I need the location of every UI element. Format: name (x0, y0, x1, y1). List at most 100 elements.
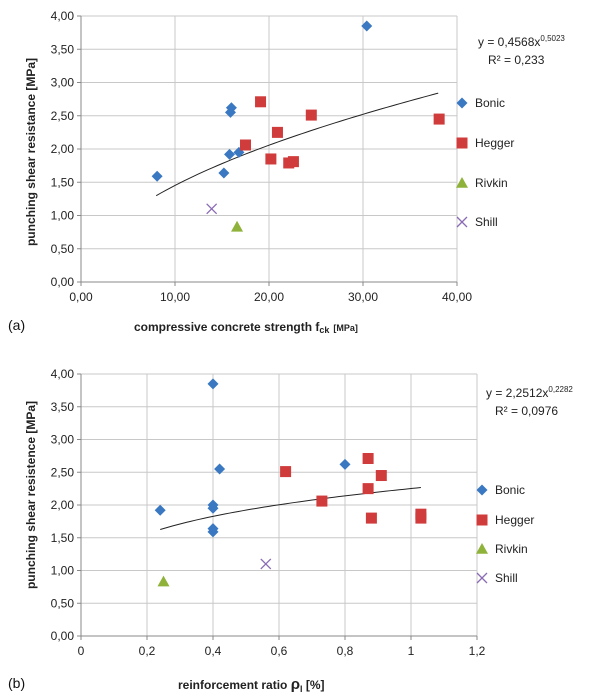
chart-a-y-tick-label: 3,00 (51, 76, 75, 90)
chart-a-legend-bonic-label: Bonic (475, 96, 505, 110)
chart-b-x-tick-label: 0,2 (139, 644, 156, 658)
chart-b-y-tick-label: 1,00 (51, 564, 75, 578)
chart-b-equation-exponent: 0,2282 (548, 385, 573, 394)
chart-a-x-tick-label: 40,00 (442, 290, 472, 304)
chart-b-hegger-point (365, 512, 377, 524)
chart-b-hegger-point (280, 466, 292, 478)
chart-b-legend-hegger-marker (476, 514, 488, 526)
chart-a-y-tick-label: 0,00 (51, 275, 75, 289)
chart-b-equation-line1: y = 2,2512x0,2282 (486, 385, 573, 400)
chart-a-x-tick-label: 20,00 (254, 290, 284, 304)
chart-b-y-tick-label: 0,00 (51, 629, 75, 643)
chart-b-y-tick-label: 2,50 (51, 465, 75, 479)
chart-a-y-tick-label: 0,50 (51, 242, 75, 256)
chart-b-bonic-point (207, 499, 219, 511)
chart-b-x-axis-title-unit: [%] (303, 678, 325, 692)
chart-a-y-tick-label: 4,00 (51, 9, 75, 23)
chart-a-marks (151, 20, 445, 232)
chart-a-equation: y = 0,4568x0,5023 R² = 0,233 (478, 34, 565, 67)
chart-a-panel-label: (a) (8, 317, 25, 333)
chart-b-legend-rivkin-marker (476, 543, 488, 554)
chart-b-bonic-point (207, 378, 219, 390)
chart-b-marks (154, 378, 427, 587)
chart-b-bonic-point (207, 523, 219, 535)
chart-a-x-axis-title-main: compressive concrete strength f (134, 320, 320, 334)
chart-a-grid (81, 15, 458, 282)
chart-b-y-tick-label: 3,00 (51, 433, 75, 447)
chart-b-bonic-point (214, 463, 226, 475)
chart-b-x-tick-label: 0,8 (337, 644, 354, 658)
chart-b-x-axis-title-symbol: ρ (291, 676, 300, 693)
chart-b-rivkin-point (157, 575, 170, 587)
chart-b-x-tick-label: 0 (78, 644, 85, 658)
chart-b-legend-rivkin-label: Rivkin (495, 542, 528, 556)
chart-b-panel-label: (b) (8, 675, 25, 691)
chart-b-bonic-point (154, 504, 166, 516)
chart-a-trendline-group (155, 92, 439, 197)
chart-a-y-tick-label: 2,50 (51, 109, 75, 123)
chart-a-bonic-point (218, 167, 230, 179)
chart-a-legend-rivkin-label: Rivkin (475, 176, 508, 190)
chart-a-bonic-point (225, 102, 237, 114)
chart-a-equation-line2: R² = 0,233 (488, 53, 545, 67)
chart-a-hegger-point (287, 156, 299, 168)
chart-a-hegger-point (265, 153, 277, 165)
chart-b-hegger-point (362, 483, 374, 495)
chart-a-shill-point (206, 203, 218, 215)
chart-b-hegger-point (316, 495, 328, 507)
chart-b-legend-shill-marker (476, 572, 488, 584)
chart-a-bonic-point (361, 20, 373, 32)
chart-b-x-axis-title: reinforcement ratio ρl [%] (178, 676, 325, 694)
chart-a-x-tick-label: 30,00 (348, 290, 378, 304)
chart-b-hegger-point (375, 470, 387, 482)
chart-a-bonic-point (224, 148, 236, 160)
chart-b-y-axis-title: punching shear resistence [MPa] (24, 401, 38, 589)
chart-b-x-tick-label: 1,2 (469, 644, 486, 658)
chart-a-legend-bonic-marker (456, 97, 468, 109)
chart-b-x-tick-label: 1 (408, 644, 415, 658)
chart-a-legend-shill-marker (456, 216, 468, 228)
chart-b-y-tick-label: 4,00 (51, 367, 75, 381)
chart-b: 0,00 0,50 1,00 1,50 2,00 2,50 3,00 3,50 4,00 0 0,2… (8, 367, 573, 694)
chart-a-legend-rivkin-marker (456, 177, 468, 188)
chart-a: 0,00 0,50 1,00 1,50 2,00 2,50 3,00 3,50 4,00 0,00… (8, 9, 565, 335)
chart-b-y-tick-label: 1,50 (51, 531, 75, 545)
chart-b-legend: Bonic Hegger Rivkin Shill (476, 483, 534, 585)
chart-a-x-tick-label: 0,00 (69, 290, 93, 304)
chart-a-trendline (155, 92, 439, 197)
chart-a-y-axis-title: punching shear resistance [MPa] (24, 58, 38, 246)
chart-b-hegger-point (415, 508, 427, 520)
chart-a-legend-shill-label: Shill (475, 215, 498, 229)
chart-a-y-tick-label: 2,00 (51, 142, 75, 156)
chart-a-x-axis-title: compressive concrete strength fck [MPa] (134, 320, 358, 335)
chart-a-equation-line1: y = 0,4568x0,5023 (478, 34, 565, 49)
chart-b-y-tick-label: 2,00 (51, 498, 75, 512)
chart-b-ticks: 0,00 0,50 1,00 1,50 2,00 2,50 3,00 3,50 4,00 0 0,2… (51, 367, 486, 658)
chart-b-x-axis-title-sub: l (300, 684, 303, 694)
chart-a-hegger-point (305, 109, 317, 121)
chart-a-y-tick-label: 1,50 (51, 175, 75, 189)
chart-a-legend-hegger-label: Hegger (475, 136, 514, 150)
chart-b-y-tick-label: 3,50 (51, 400, 75, 414)
chart-a-y-tick-label: 3,50 (51, 42, 75, 56)
chart-b-trendline (160, 487, 421, 531)
chart-b-legend-hegger-label: Hegger (495, 513, 534, 527)
chart-b-trendline-group (160, 487, 421, 531)
chart-b-legend-bonic-marker (476, 484, 488, 496)
chart-a-y-tick-label: 1,00 (51, 209, 75, 223)
chart-b-x-axis-title-main: reinforcement ratio (178, 678, 291, 692)
chart-a-hegger-point (271, 126, 283, 138)
chart-a-ticks: 0,00 0,50 1,00 1,50 2,00 2,50 3,00 3,50 4,00 0,00… (51, 9, 473, 304)
chart-a-equation-exponent: 0,5023 (540, 34, 565, 43)
chart-a-legend: Bonic Hegger Rivkin Shill (456, 96, 514, 229)
chart-a-hegger-point (433, 113, 445, 125)
chart-a-bonic-point (151, 170, 163, 182)
chart-b-shill-point (260, 558, 272, 570)
chart-a-hegger-point (240, 139, 251, 151)
chart-a-x-axis-title-unit: [MPa] (333, 323, 358, 333)
chart-b-hegger-point (362, 452, 374, 464)
chart-b-bonic-point (339, 458, 351, 470)
chart-b-equation-line2: R² = 0,0976 (495, 404, 558, 418)
chart-b-equation: y = 2,2512x0,2282 R² = 0,0976 (486, 385, 573, 418)
